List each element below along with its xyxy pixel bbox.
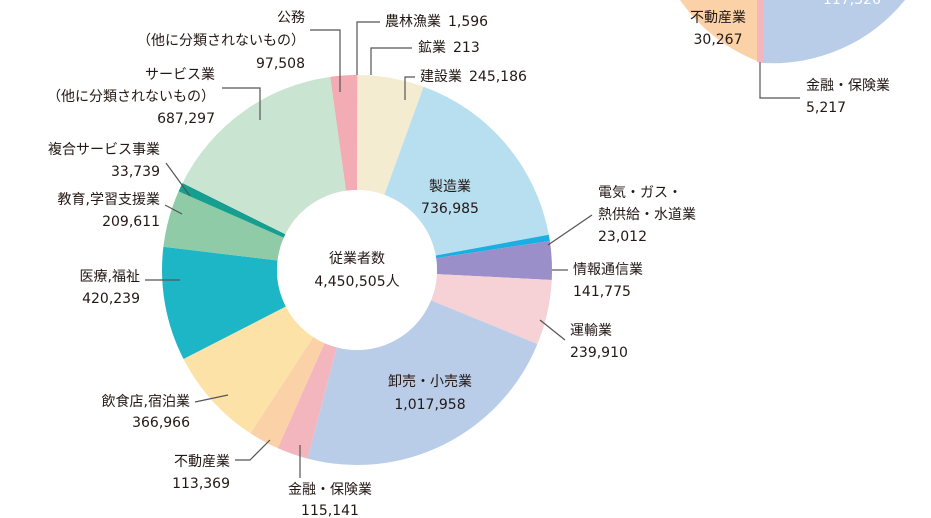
donut-segment <box>436 241 552 280</box>
leader-line <box>370 47 412 75</box>
segment-label: （他に分類されないもの） <box>47 89 215 105</box>
segment-label: 電気・ガス・ <box>598 185 682 201</box>
leader-line <box>310 29 341 92</box>
donut-segment <box>307 300 538 465</box>
segment-label: 鉱業 <box>418 39 446 56</box>
donut-segment <box>384 86 549 256</box>
segment-label: 建設業 <box>420 69 462 85</box>
center-label: 4,450,505人 <box>314 274 399 290</box>
donut-segment <box>183 306 314 434</box>
segment-label: 運輸業 <box>570 323 612 339</box>
leader-line <box>759 62 800 99</box>
segment-label: 熱供給・水道業 <box>598 207 696 223</box>
leader-line <box>235 439 271 461</box>
value-label: 209,611 <box>102 214 160 230</box>
value-label: 1,596 <box>448 14 488 30</box>
leader-line <box>539 319 566 341</box>
segment-label: （他に分類されないもの） <box>137 33 305 49</box>
segment-label: 金融・保険業 <box>288 482 372 498</box>
leader-line <box>356 21 380 75</box>
value-label: 115,141 <box>301 503 359 518</box>
segment-label: 医療,福祉 <box>80 268 140 285</box>
segment-label: 教育,学習支援業 <box>58 192 160 208</box>
leader-line <box>194 394 229 403</box>
segment-label: 情報通信業 <box>573 262 643 278</box>
value-label: 420,239 <box>82 291 140 307</box>
inset-chart: 117,326 不動産業 30,267 金融・保険業 5,217 <box>680 0 905 116</box>
value-label: 23,012 <box>598 229 647 245</box>
segment-label: 飲食店,宿泊業 <box>102 393 190 410</box>
segment-label: サービス業 <box>145 67 215 83</box>
inset-segment <box>680 0 760 62</box>
inset-value: 5,217 <box>806 100 846 116</box>
donut-segment <box>435 234 550 259</box>
value-label: 736,985 <box>421 201 479 217</box>
center-label: 従業者数 <box>329 251 385 267</box>
donut-segment <box>178 182 286 238</box>
donut-segment <box>277 343 337 459</box>
leader-line <box>165 162 191 197</box>
donut-segment <box>250 336 325 449</box>
segment-label: 卸売・小売業 <box>388 374 472 390</box>
value-label: 687,297 <box>157 111 215 127</box>
donut-hole <box>277 190 437 350</box>
donut-segment <box>431 274 552 345</box>
leader-line <box>164 204 183 215</box>
inset-label: 不動産業 <box>690 10 746 26</box>
value-label: 213 <box>453 40 480 56</box>
leader-line <box>404 76 415 100</box>
donut-segment <box>162 246 286 360</box>
donut-segment <box>330 75 357 191</box>
donut-segment <box>357 75 424 195</box>
value-label: 141,775 <box>573 284 631 300</box>
segment-label: 製造業 <box>429 179 471 195</box>
value-label: 33,739 <box>111 164 160 180</box>
inset-cut-label: 117,326 <box>823 0 881 8</box>
value-label: 245,186 <box>469 69 527 85</box>
donut-segment <box>182 76 347 235</box>
value-label: 113,369 <box>172 476 230 492</box>
inset-segment <box>757 0 764 63</box>
value-label: 1,017,958 <box>394 397 465 413</box>
segment-label: 公務 <box>277 10 305 26</box>
leader-line <box>222 87 261 120</box>
inset-value: 30,267 <box>694 32 743 48</box>
segment-label: 複合サービス事業 <box>48 141 160 158</box>
segment-label: 不動産業 <box>174 454 230 470</box>
leader-line <box>547 214 593 246</box>
inset-segment <box>764 0 905 64</box>
value-label: 366,966 <box>132 415 190 431</box>
value-label: 239,910 <box>570 345 628 361</box>
value-label: 97,508 <box>256 56 305 72</box>
inset-label: 金融・保険業 <box>806 78 890 94</box>
segment-label: 農林漁業 <box>385 14 441 30</box>
donut-segment <box>163 191 284 261</box>
